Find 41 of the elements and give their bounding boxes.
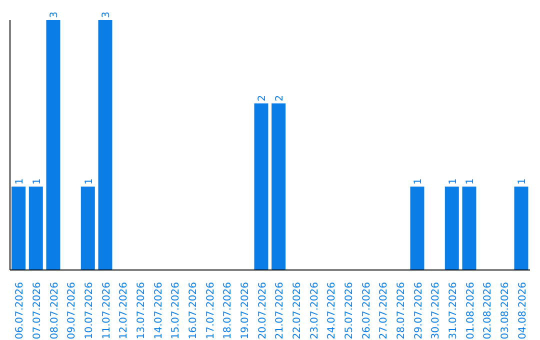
x-tick-label: 28.07.2026 (396, 282, 407, 340)
data-label: 2 (274, 94, 286, 102)
x-tick-label: 10.07.2026 (84, 282, 95, 340)
x-tick-label: 31.07.2026 (448, 282, 459, 340)
data-label: 3 (49, 12, 60, 18)
x-tick-label: 19.07.2026 (240, 282, 251, 340)
x-tick-label: 12.07.2026 (118, 282, 130, 340)
x-tick-label: 22.07.2026 (292, 282, 303, 340)
x-tick-label: 24.07.2026 (326, 282, 338, 340)
x-tick-label: 07.07.2026 (32, 282, 43, 340)
x-tick-label: 01.08.2026 (465, 282, 476, 340)
data-label: 1 (32, 178, 43, 185)
x-tick-label: 04.08.2026 (517, 282, 528, 340)
x-tick-label: 29.07.2026 (413, 282, 424, 340)
x-tick-label: 23.07.2026 (309, 282, 320, 340)
x-tick-label: 14.07.2026 (153, 282, 164, 340)
x-tick-label: 25.07.2026 (344, 282, 355, 340)
x-tick-label: 02.08.2026 (482, 282, 494, 340)
x-tick-label: 20.07.2026 (257, 282, 268, 340)
data-label: 1 (14, 178, 26, 185)
x-tick-label: 26.07.2026 (361, 282, 372, 340)
x-tick-label: 11.07.2026 (101, 282, 112, 340)
data-label: 1 (517, 178, 528, 185)
x-tick-label: 06.07.2026 (14, 282, 26, 340)
x-tick-label: 15.07.2026 (170, 282, 182, 340)
x-tick-label: 03.08.2026 (500, 282, 511, 340)
data-label: 3 (101, 12, 112, 18)
data-label: 1 (84, 178, 95, 185)
x-tick-label: 30.07.2026 (430, 282, 442, 340)
x-tick-label: 16.07.2026 (188, 282, 199, 340)
data-label: 1 (413, 178, 424, 185)
x-tick-label: 18.07.2026 (222, 282, 234, 340)
x-tick-label: 09.07.2026 (66, 282, 78, 340)
x-tick-label: 27.07.2026 (378, 282, 390, 340)
x-tick-label: 13.07.2026 (136, 282, 147, 340)
x-tick-label: 21.07.2026 (274, 282, 286, 340)
x-tick-label: 08.07.2026 (49, 282, 60, 340)
data-label: 2 (257, 94, 268, 102)
data-label: 1 (448, 178, 459, 185)
data-label: 1 (465, 178, 476, 185)
x-tick-label: 17.07.2026 (205, 282, 216, 340)
